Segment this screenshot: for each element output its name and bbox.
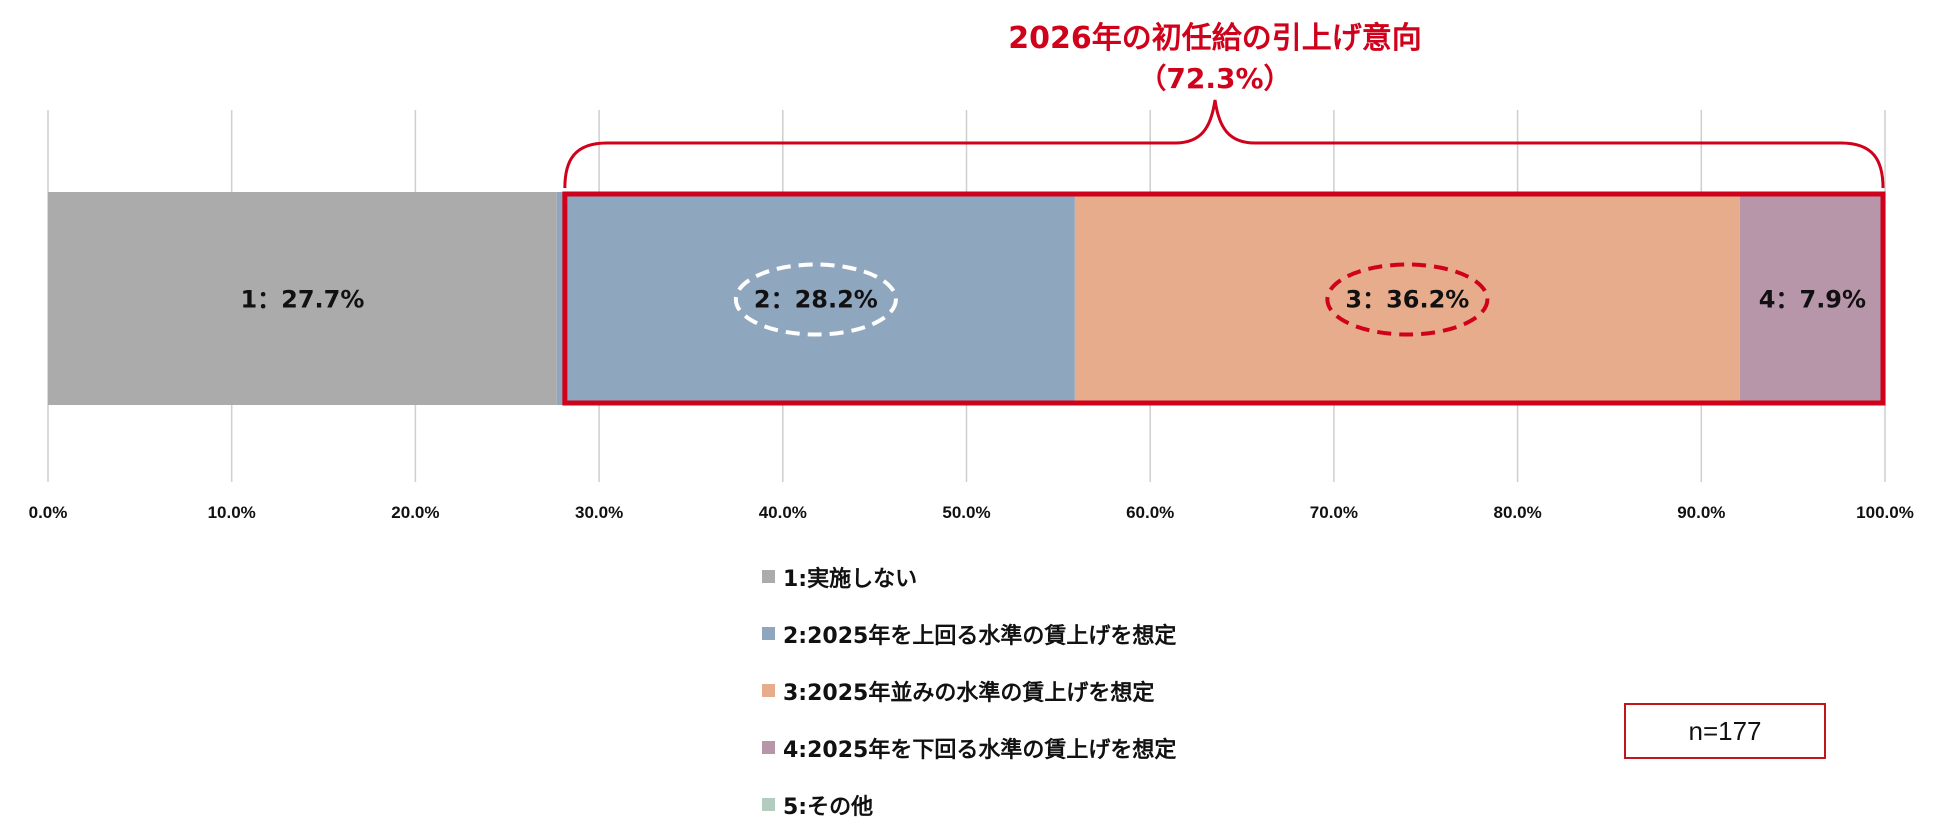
legend-label: 4:2025年を下回る水準の賃上げを想定 bbox=[783, 737, 1177, 763]
legend-swatch bbox=[762, 684, 775, 697]
legend-item: 4:2025年を下回る水準の賃上げを想定 bbox=[762, 719, 1176, 776]
x-tick-label: 100.0% bbox=[1856, 503, 1914, 522]
x-tick-label: 90.0% bbox=[1677, 503, 1725, 522]
legend-label: 3:2025年並みの水準の賃上げを想定 bbox=[783, 680, 1155, 706]
bar-segment bbox=[556, 192, 1075, 405]
x-tick-label: 60.0% bbox=[1126, 503, 1174, 522]
x-axis-ticks: 0.0% 10.0% 20.0% 30.0% 40.0% 50.0% 60.0% 70.0% 8… bbox=[29, 503, 1914, 522]
legend-swatch bbox=[762, 570, 775, 583]
legend-item: 5:その他 bbox=[762, 776, 1176, 833]
bar-segment bbox=[1739, 192, 1885, 405]
sample-size-box: n=177 bbox=[1624, 703, 1826, 759]
highlight-box bbox=[562, 191, 1886, 406]
highlight-ellipse bbox=[1325, 262, 1490, 337]
highlight-ellipse bbox=[733, 262, 898, 337]
annotation: 2026年の初任給の引上げ意向 （72.3%） bbox=[562, 21, 1886, 406]
legend-item: 3:2025年並みの水準の賃上げを想定 bbox=[762, 662, 1176, 719]
x-tick-label: 50.0% bbox=[942, 503, 990, 522]
bar-segment bbox=[48, 192, 557, 405]
legend-item: 1:実施しない bbox=[762, 548, 1176, 605]
x-tick-label: 70.0% bbox=[1310, 503, 1358, 522]
annotation-percent: （72.3%） bbox=[1138, 62, 1291, 95]
legend: 1:実施しない 2:2025年を上回る水準の賃上げを想定 3:2025年並みの水準の… bbox=[762, 548, 1176, 833]
x-tick-label: 30.0% bbox=[575, 503, 623, 522]
bar-segments bbox=[48, 192, 1885, 405]
legend-label: 1:実施しない bbox=[783, 566, 918, 592]
legend-label: 5:その他 bbox=[783, 794, 874, 820]
sample-size: n=177 bbox=[1688, 715, 1762, 746]
legend-swatch bbox=[762, 741, 775, 754]
bar-labels: 1：27.7% 2：28.2% 3：36.2% 4：7.9% bbox=[240, 262, 1866, 337]
legend-swatch bbox=[762, 798, 775, 811]
bar-segment bbox=[1074, 192, 1740, 405]
bar-data-label: 3：36.2% bbox=[1345, 286, 1469, 314]
annotation-title: 2026年の初任給の引上げ意向 bbox=[1008, 21, 1422, 56]
x-tick-label: 40.0% bbox=[759, 503, 807, 522]
legend-label: 2:2025年を上回る水準の賃上げを想定 bbox=[783, 623, 1177, 649]
x-tick-label: 10.0% bbox=[208, 503, 256, 522]
x-tick-label: 80.0% bbox=[1493, 503, 1541, 522]
x-tick-label: 20.0% bbox=[391, 503, 439, 522]
bar-data-label: 1：27.7% bbox=[240, 286, 364, 314]
bar-data-label: 4：7.9% bbox=[1759, 286, 1866, 314]
annotation-bracket bbox=[563, 99, 1885, 189]
legend-item: 2:2025年を上回る水準の賃上げを想定 bbox=[762, 605, 1176, 662]
x-tick-label: 0.0% bbox=[29, 503, 68, 522]
bar-data-label: 2：28.2% bbox=[754, 286, 878, 314]
legend-swatch bbox=[762, 627, 775, 640]
